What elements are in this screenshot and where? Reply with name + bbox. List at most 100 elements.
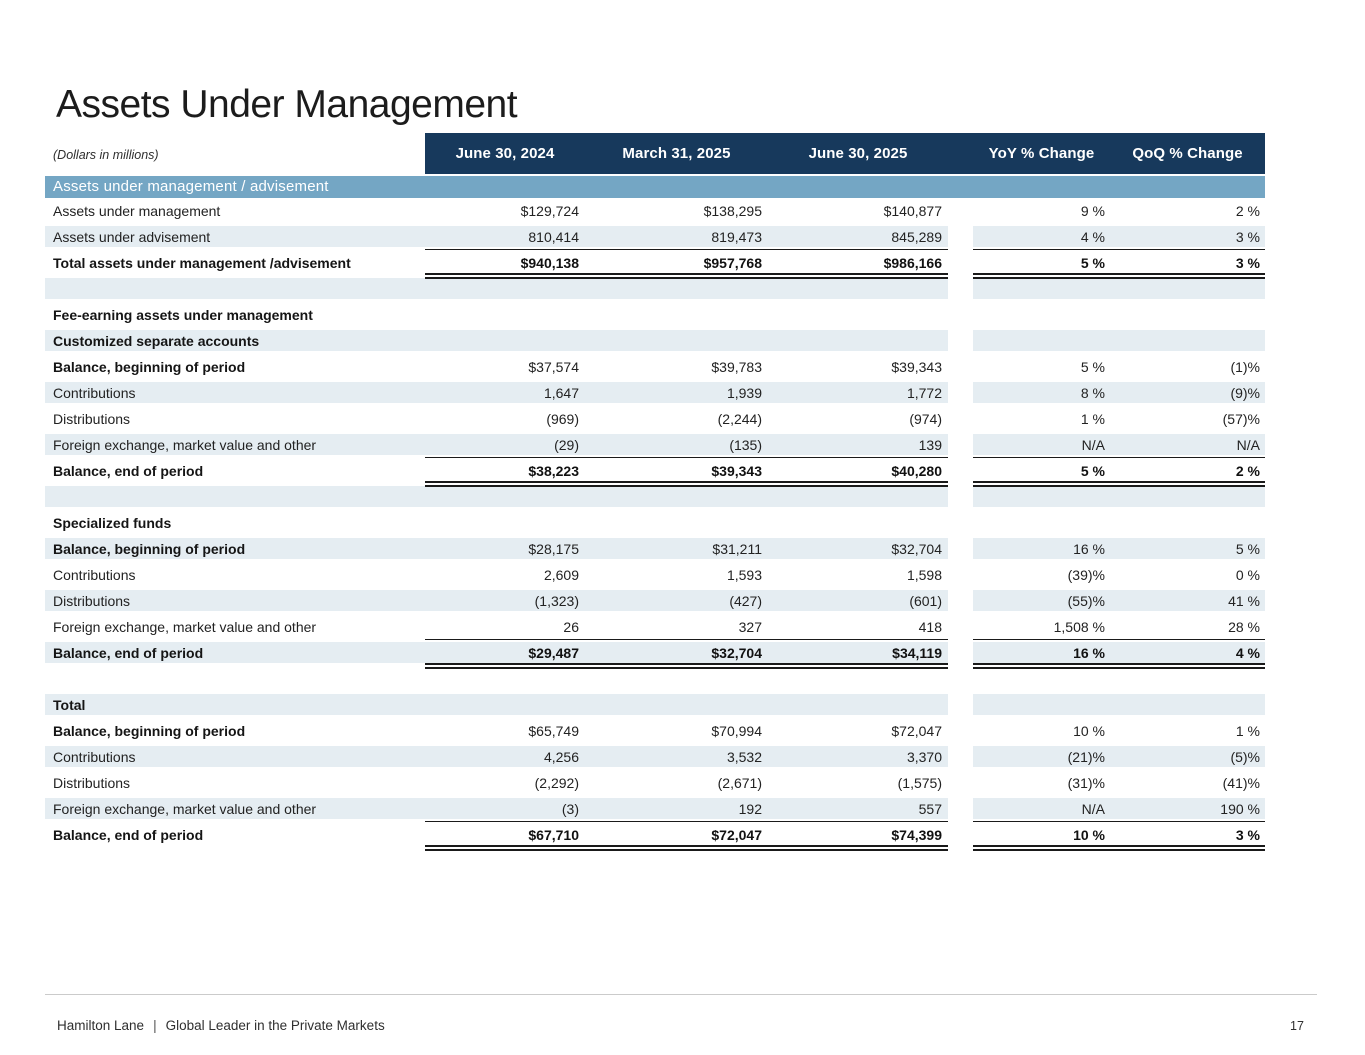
cell-value-jun-2025: $40,280 (891, 463, 942, 479)
cell-value-jun-2025 (768, 484, 948, 510)
cell-yoy-change: 16 % (973, 536, 1110, 562)
spacer-3 (45, 666, 1265, 692)
cell-qoq-change: 3 % (1110, 224, 1265, 250)
cell-value-jun-2024: $38,223 (528, 463, 579, 479)
cell-value-jun-2024: $129,724 (520, 203, 579, 219)
cell-value-mar-2025 (585, 510, 768, 536)
cell-qoq-change (1110, 666, 1265, 692)
cell-qoq-change (1110, 692, 1265, 718)
cell-yoy-change: 10 % (1073, 827, 1105, 843)
cell-value-mar-2025: (2,244) (717, 411, 762, 427)
spacer-2 (45, 484, 1265, 510)
row-csa-balance-beginning: Balance, beginning of period $37,574 $39,7… (45, 354, 1265, 380)
cell-yoy-change: 8 % (973, 380, 1110, 406)
cell-qoq-change: (9)% (1110, 380, 1265, 406)
cell-value-mar-2025 (585, 276, 768, 302)
cell-row-label: Distributions (45, 588, 425, 614)
cell-value-mar-2025 (585, 302, 768, 328)
cell-qoq-change: 2 % (1235, 203, 1260, 219)
cell-row-label: Foreign exchange, market value and other (45, 432, 425, 458)
cell-value-jun-2025: 139 (768, 432, 948, 458)
cell-qoq-change: 190 % (1110, 796, 1265, 822)
cell-yoy-change: 10 % (1073, 723, 1105, 739)
cell-value-jun-2024 (425, 276, 585, 302)
cell-gap (948, 744, 973, 770)
footer-tagline: Global Leader in the Private Markets (165, 1018, 385, 1033)
cell-qoq-change: 41 % (1110, 588, 1265, 614)
row-total-heading: Total (45, 692, 1265, 718)
cell-row-label: Contributions (45, 744, 425, 770)
cell-row-label: Balance, beginning of period (53, 723, 246, 739)
cell-value-jun-2024: $940,138 (520, 255, 579, 271)
cell-value-jun-2025: $72,047 (891, 723, 942, 739)
footer-divider (45, 994, 1317, 995)
cell-value-jun-2024: 4,256 (425, 744, 585, 770)
cell-value-mar-2025: $957,768 (703, 255, 762, 271)
cell-row-label (45, 666, 425, 692)
cell-gap (948, 822, 973, 848)
cell-gap (948, 380, 973, 406)
row-csa-fx-market-value: Foreign exchange, market value and other… (45, 432, 1265, 458)
cell-row-label: Fee-earning assets under management (53, 307, 313, 323)
cell-value-jun-2025 (768, 302, 948, 328)
cell-value-jun-2024: 810,414 (425, 224, 585, 250)
row-csa-distributions: Distributions (969) (2,244) (974) 1 % (57)% (45, 406, 1265, 432)
cell-row-label: Contributions (53, 567, 136, 583)
column-header: YoY % Change (988, 145, 1095, 162)
column-header-gap (948, 133, 973, 174)
footer-separator: | (153, 1018, 157, 1033)
cell-yoy-change (973, 328, 1110, 354)
cell-value-jun-2025: (1,575) (897, 775, 942, 791)
row-sf-distributions: Distributions (1,323) (427) (601) (55)% 41 % (45, 588, 1265, 614)
cell-value-mar-2025: 819,473 (585, 224, 768, 250)
cell-gap (948, 406, 973, 432)
cell-qoq-change (1110, 328, 1265, 354)
cell-value-jun-2024: 1,647 (425, 380, 585, 406)
cell-yoy-change: 4 % (973, 224, 1110, 250)
cell-yoy-change: 5 % (1080, 255, 1105, 271)
section-band-label: Assets under management / advisement (45, 176, 1265, 198)
cell-row-label: Assets under management (53, 203, 221, 219)
cell-value-jun-2025: (601) (768, 588, 948, 614)
cell-qoq-change: 1 % (1235, 723, 1260, 739)
cell-value-mar-2025: 3,532 (585, 744, 768, 770)
cell-yoy-change: (55)% (973, 588, 1110, 614)
cell-gap (948, 614, 973, 640)
cell-gap (948, 198, 973, 224)
cell-value-jun-2025: 557 (768, 796, 948, 822)
row-sf-balance-beginning: Balance, beginning of period $28,175 $31,2… (45, 536, 1265, 562)
cell-value-jun-2025: 1,772 (768, 380, 948, 406)
cell-value-jun-2024: 2,609 (543, 567, 579, 583)
cell-value-jun-2024: (2,292) (534, 775, 579, 791)
cell-value-jun-2025 (768, 510, 948, 536)
cell-value-jun-2025: 418 (918, 619, 942, 635)
cell-value-jun-2024: (3) (425, 796, 585, 822)
cell-value-mar-2025 (585, 328, 768, 354)
cell-row-label: Specialized funds (53, 515, 172, 531)
cell-value-mar-2025: $138,295 (703, 203, 762, 219)
cell-gap (948, 432, 973, 458)
cell-row-label (45, 276, 425, 302)
cell-qoq-change: (57)% (1222, 411, 1260, 427)
cell-value-mar-2025: $72,047 (711, 827, 762, 843)
cell-qoq-change: 3 % (1235, 827, 1260, 843)
cell-yoy-change: (39)% (1067, 567, 1105, 583)
cell-gap (948, 796, 973, 822)
cell-yoy-change: (31)% (1067, 775, 1105, 791)
cell-qoq-change: 2 % (1235, 463, 1260, 479)
row-total-distributions: Distributions (2,292) (2,671) (1,575) (31)% (… (45, 770, 1265, 796)
section-band-aum-advisement: Assets under management / advisement (45, 176, 1265, 198)
cell-row-label: Foreign exchange, market value and other (53, 619, 317, 635)
cell-qoq-change: 4 % (1110, 640, 1265, 666)
cell-yoy-change (973, 692, 1110, 718)
cell-qoq-change: 0 % (1235, 567, 1260, 583)
cell-yoy-change (973, 510, 1110, 536)
aum-table-body: Assets under management / advisement Asse… (45, 176, 1265, 851)
cell-yoy-change (973, 666, 1110, 692)
cell-row-label (45, 484, 425, 510)
row-sf-contributions: Contributions 2,609 1,593 1,598 (39)% 0 % (45, 562, 1265, 588)
cell-value-mar-2025: $39,343 (711, 463, 762, 479)
cell-qoq-change (1110, 484, 1265, 510)
column-header: QoQ % Change (1132, 145, 1243, 162)
footer-brand: Hamilton Lane (57, 1018, 145, 1033)
